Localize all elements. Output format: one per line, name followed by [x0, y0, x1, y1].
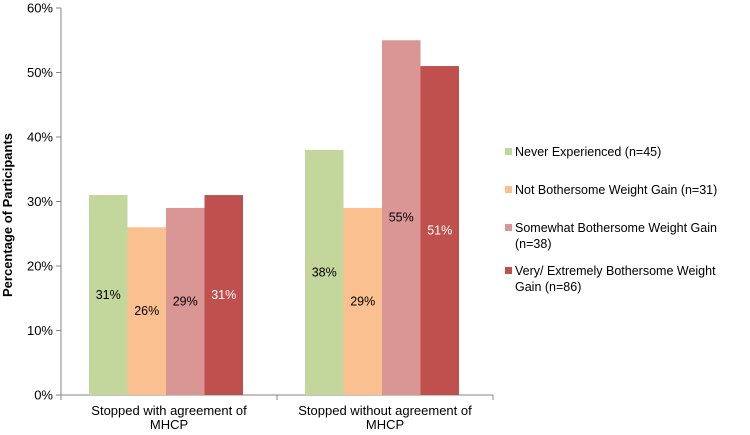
bar [343, 207, 382, 395]
legend-label: Never Experienced (n=45) [515, 144, 661, 160]
legend-label-line: Somewhat Bothersome Weight Gain [515, 221, 717, 235]
legend-swatch [505, 267, 512, 274]
y-axis-title: Percentage of Participants [0, 133, 15, 297]
bar-value-label: 38% [312, 265, 337, 279]
legend-swatch [505, 148, 512, 155]
bar [204, 195, 243, 395]
bar-value-label: 29% [350, 294, 375, 308]
x-category-label: MHCP [150, 417, 188, 432]
bar-value-label: 31% [211, 288, 236, 302]
bar-value-label: 29% [173, 294, 198, 308]
bar [382, 40, 421, 395]
bar [166, 207, 205, 395]
y-tick-label: 10% [27, 323, 53, 338]
x-category-label: Stopped with agreement of [91, 403, 247, 418]
legend-label-line: Not Bothersome Weight Gain (n=31) [515, 183, 718, 197]
legend-label: Not Bothersome Weight Gain (n=31) [515, 182, 717, 198]
bar [89, 195, 128, 395]
chart-legend: Never Experienced (n=45) Not Bothersome W… [505, 0, 750, 435]
y-tick-label: 30% [27, 194, 53, 209]
bar [127, 227, 166, 395]
bar [305, 149, 344, 395]
bar-value-label: 51% [427, 224, 452, 238]
bar-value-label: 26% [134, 304, 159, 318]
legend-label: Very/ Extremely Bothersome Weight Gain (n… [515, 263, 716, 295]
legend-label-line: (n=38) [515, 237, 552, 251]
legend-label-line: Gain (n=86) [515, 280, 582, 294]
legend-swatch [505, 186, 512, 193]
bar-value-label: 55% [389, 211, 414, 225]
y-tick-label: 20% [27, 259, 53, 274]
legend-swatch [505, 224, 512, 231]
y-axis-ticks: 0% 10% 20% 30% 40% 50% 60% [27, 1, 61, 403]
x-category-label: Stopped without agreement of [298, 403, 472, 418]
bar-series-group [89, 40, 459, 396]
y-tick-label: 40% [27, 130, 53, 145]
y-tick-label: 0% [34, 388, 53, 403]
x-category-label: MHCP [366, 417, 404, 432]
y-tick-label: 60% [27, 1, 53, 16]
bar [420, 66, 459, 396]
y-tick-label: 50% [27, 65, 53, 80]
legend-item: Somewhat Bothersome Weight Gain (n=38) [505, 220, 717, 252]
legend-label: Somewhat Bothersome Weight Gain (n=38) [515, 220, 717, 252]
bar-value-label: 31% [96, 288, 121, 302]
legend-label-line: Very/ Extremely Bothersome Weight [515, 264, 716, 278]
legend-item: Not Bothersome Weight Gain (n=31) [505, 182, 717, 198]
legend-item: Never Experienced (n=45) [505, 144, 661, 160]
legend-label-line: Never Experienced (n=45) [515, 145, 662, 159]
bar-data-labels: 31% 26% 29% 31% 38% 29% 55% 51% [96, 211, 453, 319]
legend-item: Very/ Extremely Bothersome Weight Gain (n… [505, 263, 716, 295]
